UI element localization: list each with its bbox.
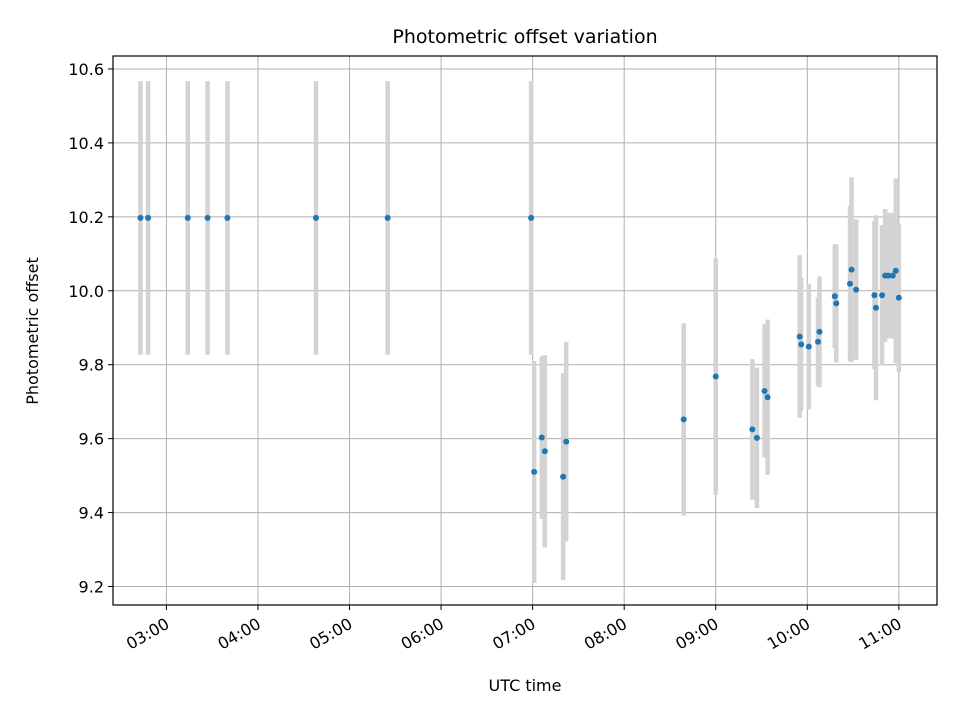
data-point — [137, 214, 144, 221]
x-tick-label: 07:00 — [489, 614, 538, 654]
data-point — [528, 214, 535, 221]
data-point — [816, 328, 823, 335]
error-bars — [138, 81, 902, 583]
data-point — [853, 286, 860, 293]
y-tick-label: 10.4 — [68, 134, 104, 153]
data-point — [892, 267, 899, 274]
y-tick-label: 10.6 — [68, 60, 104, 79]
y-tick-label: 9.4 — [79, 504, 104, 523]
data-point — [560, 473, 567, 480]
data-point — [680, 416, 687, 423]
data-point — [805, 343, 812, 350]
x-tick-label: 10:00 — [764, 614, 813, 654]
data-point — [814, 338, 821, 345]
data-point — [885, 272, 892, 279]
data-point — [831, 293, 838, 300]
data-point — [847, 280, 854, 287]
data-point — [798, 341, 805, 348]
data-point — [872, 304, 879, 311]
x-tick-label: 05:00 — [306, 614, 355, 654]
x-tick-label: 04:00 — [215, 614, 264, 654]
x-tick-label: 11:00 — [855, 614, 904, 654]
y-axis-title: Photometric offset — [23, 257, 42, 405]
data-point — [541, 448, 548, 455]
data-point — [538, 434, 545, 441]
y-tick-label: 9.2 — [79, 578, 104, 597]
y-tick-label: 10.0 — [68, 282, 104, 301]
grid — [113, 56, 937, 605]
data-point — [145, 214, 152, 221]
data-point — [712, 373, 719, 380]
y-axis-ticks: 9.2 9.4 9.6 9.8 10.0 10.2 10.4 10.6 — [68, 60, 113, 597]
y-tick-label: 10.2 — [68, 208, 104, 227]
data-point — [764, 394, 771, 401]
data-point — [895, 294, 902, 301]
x-axis-ticks: 03:00 04:00 05:00 06:00 07:00 08:00 09:00 10:00… — [123, 605, 905, 654]
data-point — [889, 272, 896, 279]
y-tick-label: 9.6 — [79, 430, 104, 449]
x-tick-label: 03:00 — [123, 614, 172, 654]
x-axis-title: UTC time — [489, 676, 562, 695]
x-tick-label: 09:00 — [672, 614, 721, 654]
x-tick-label: 08:00 — [581, 614, 630, 654]
data-point — [796, 333, 803, 340]
chart-title: Photometric offset variation — [392, 26, 657, 48]
data-point — [531, 468, 538, 475]
plot-frame — [112, 55, 938, 606]
data-point — [761, 387, 768, 394]
data-point — [384, 214, 391, 221]
data-point — [749, 426, 756, 433]
data-point — [204, 214, 211, 221]
data-point — [563, 438, 570, 445]
data-point — [871, 292, 878, 299]
x-tick-label: 06:00 — [398, 614, 447, 654]
data-points — [137, 214, 902, 480]
data-point — [848, 266, 855, 273]
data-point — [184, 214, 191, 221]
data-point — [879, 292, 886, 299]
data-point — [833, 300, 840, 307]
data-point — [224, 214, 231, 221]
data-point — [753, 434, 760, 441]
data-point — [312, 214, 319, 221]
y-tick-label: 9.8 — [79, 356, 104, 375]
